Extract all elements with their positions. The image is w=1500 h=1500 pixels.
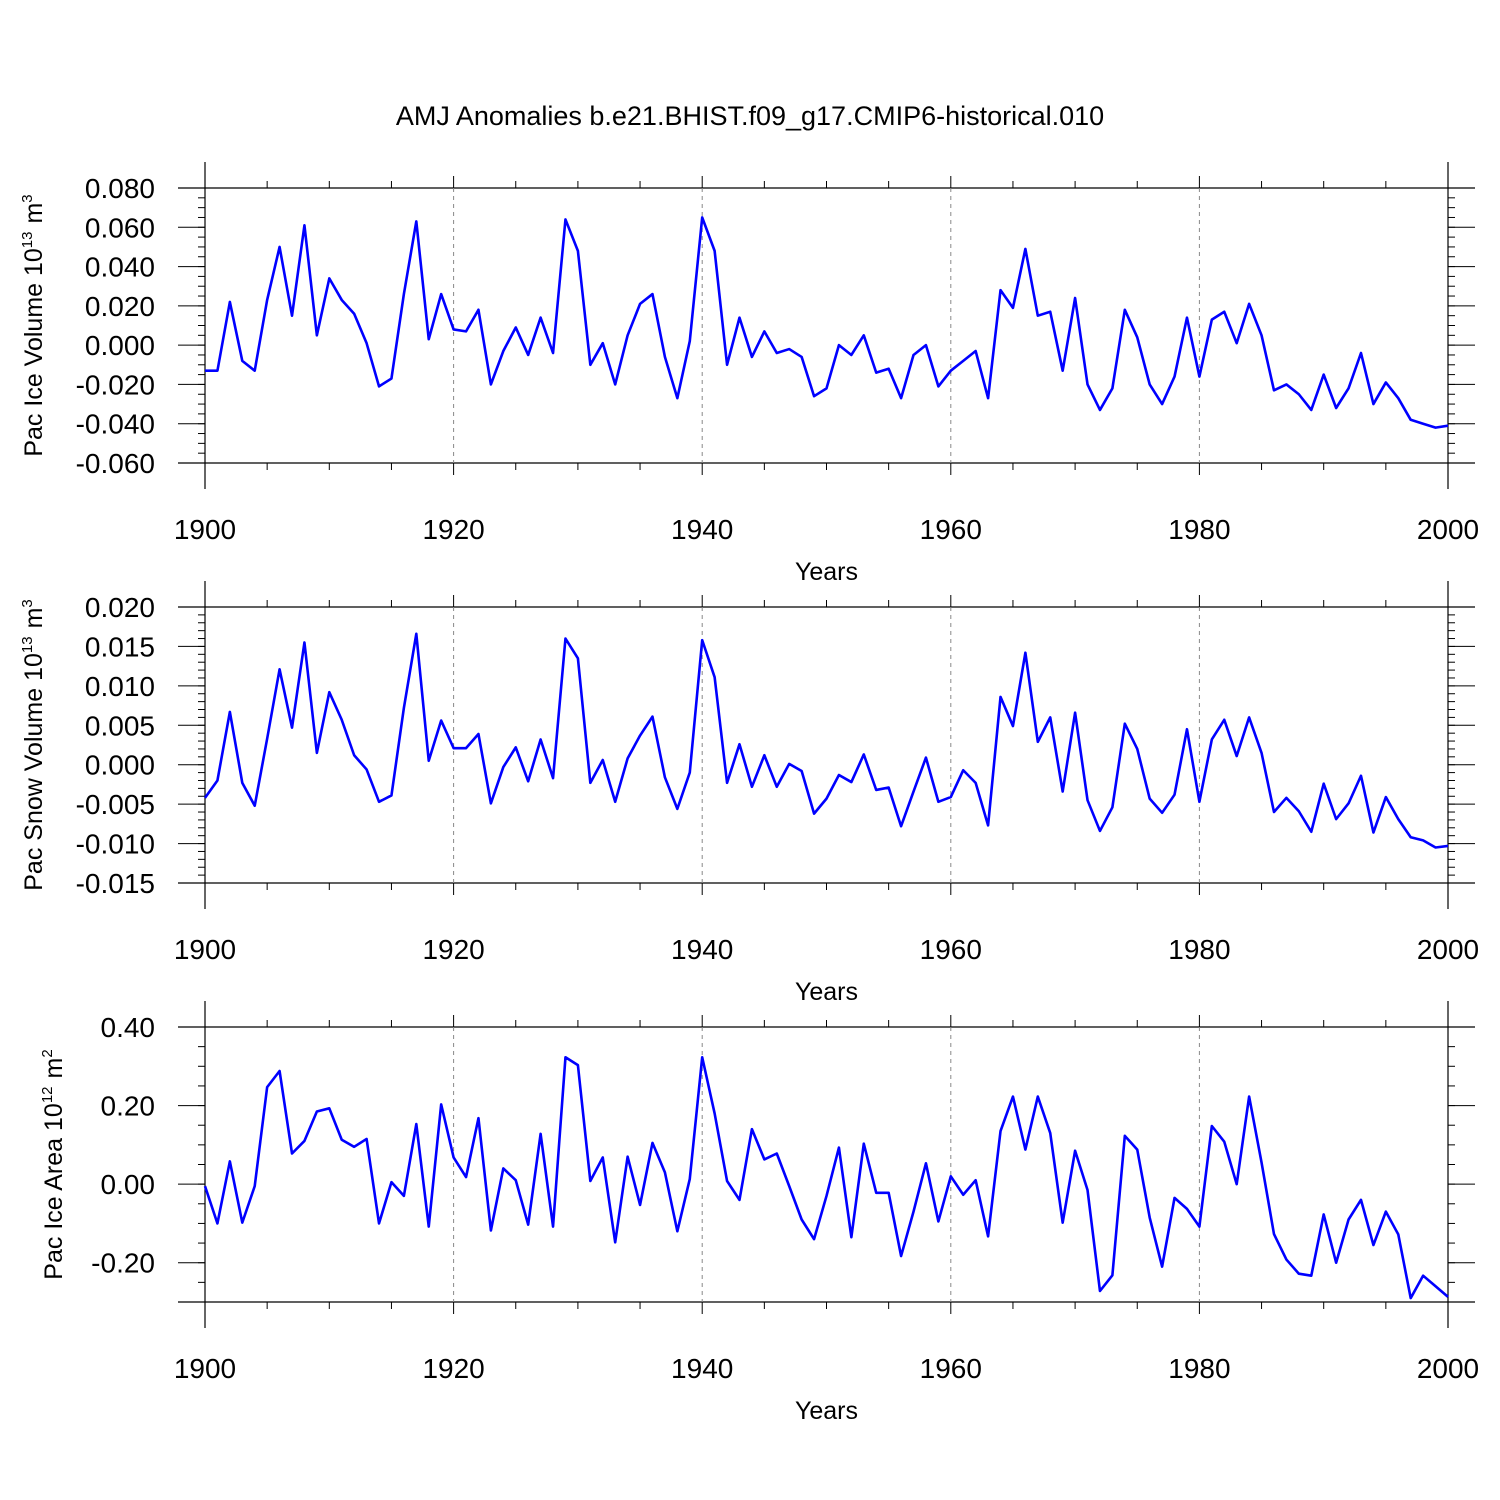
y-tick-label: 0.010 xyxy=(85,671,155,702)
y-tick-label: -0.020 xyxy=(76,369,155,400)
x-tick-label: 1940 xyxy=(671,1353,733,1384)
series-line-pac-ice-volume xyxy=(205,216,1449,429)
y-tick-label: 0.060 xyxy=(85,212,155,243)
y-axis-label-exponent: 13 xyxy=(19,232,36,249)
x-axis-label: Years xyxy=(795,1397,858,1425)
x-tick-label: 1960 xyxy=(920,1353,982,1384)
x-tick-label: 1920 xyxy=(422,514,484,545)
figure-title: AMJ Anomalies b.e21.BHIST.f09_g17.CMIP6-… xyxy=(396,101,1104,131)
y-tick-label: -0.005 xyxy=(76,789,155,820)
x-tick-label: 1900 xyxy=(174,1353,236,1384)
y-tick-label: 0.080 xyxy=(85,173,155,204)
y-tick-label: 0.20 xyxy=(101,1091,156,1122)
x-tick-label: 1940 xyxy=(671,514,733,545)
y-axis-label-text: Pac Ice Volume 10 xyxy=(20,248,48,456)
y-axis-label: Pac Snow Volume 1013 m3 xyxy=(19,599,48,891)
y-axis-label-exponent: 12 xyxy=(39,1086,56,1103)
panel-pac-ice-area: -0.20 0.00 0.20 0.40 1900 1920 1940 1960 1980 200… xyxy=(39,1001,1479,1425)
y-tick-label: -0.010 xyxy=(76,829,155,860)
series-line-pac-ice-area xyxy=(203,1055,1449,1300)
x-tick-label: 1980 xyxy=(1168,1353,1230,1384)
x-axis-label: Years xyxy=(795,558,858,586)
y-axis-label-unit-exponent: 2 xyxy=(39,1049,56,1057)
panel-pac-snow-volume: -0.015 -0.010 -0.005 0.000 0.005 0.010 0.015 0.… xyxy=(19,581,1479,1006)
x-tick-label: 1980 xyxy=(1168,934,1230,965)
x-tick-label: 1960 xyxy=(920,514,982,545)
y-axis-label: Pac Ice Area 1012 m2 xyxy=(39,1049,68,1279)
y-axis-label: Pac Ice Volume 1013 m3 xyxy=(19,194,48,456)
y-tick-label: 0.020 xyxy=(85,592,155,623)
y-axis-label-unit-exponent: 3 xyxy=(19,194,36,202)
y-tick-label: 0.040 xyxy=(85,252,155,283)
x-tick-label: 1900 xyxy=(174,934,236,965)
y-axis-label-text: Pac Snow Volume 10 xyxy=(20,653,48,891)
panel-pac-ice-volume: -0.060 -0.040 -0.020 0.000 0.020 0.040 0.060 0.… xyxy=(19,162,1479,586)
series-line-pac-snow-volume xyxy=(203,632,1449,849)
y-tick-label: 0.000 xyxy=(85,330,155,361)
y-tick-label: -0.060 xyxy=(76,448,155,479)
y-tick-label: 0.40 xyxy=(101,1012,156,1043)
x-tick-label: 1940 xyxy=(671,934,733,965)
x-tick-label: 1900 xyxy=(174,514,236,545)
x-tick-label: 2000 xyxy=(1417,934,1479,965)
y-tick-label: 0.005 xyxy=(85,710,155,741)
y-axis-label-exponent: 13 xyxy=(19,636,36,653)
y-tick-label: -0.20 xyxy=(91,1248,155,1279)
x-tick-label: 2000 xyxy=(1417,1353,1479,1384)
y-axis-label-unit: m xyxy=(40,1058,68,1079)
y-axis-label-unit: m xyxy=(20,608,48,629)
y-axis-label-unit-exponent: 3 xyxy=(19,599,36,607)
y-axis-label-unit: m xyxy=(20,203,48,224)
y-axis-label-text: Pac Ice Area 10 xyxy=(40,1103,68,1280)
x-axis-label: Years xyxy=(795,978,858,1006)
y-tick-label: -0.040 xyxy=(76,409,155,440)
x-tick-label: 2000 xyxy=(1417,514,1479,545)
x-tick-label: 1920 xyxy=(422,934,484,965)
y-tick-label: 0.000 xyxy=(85,750,155,781)
x-tick-label: 1980 xyxy=(1168,514,1230,545)
x-tick-label: 1920 xyxy=(422,1353,484,1384)
y-tick-label: 0.020 xyxy=(85,291,155,322)
y-tick-label: 0.015 xyxy=(85,631,155,662)
x-tick-label: 1960 xyxy=(920,934,982,965)
y-tick-label: 0.00 xyxy=(101,1169,156,1200)
y-tick-label: -0.015 xyxy=(76,868,155,899)
